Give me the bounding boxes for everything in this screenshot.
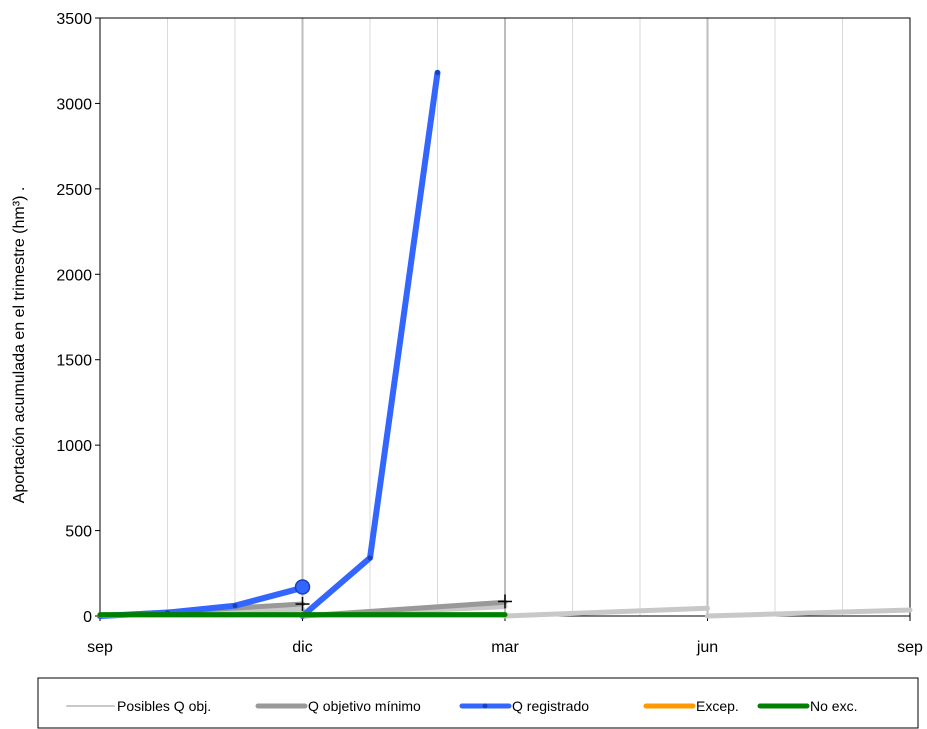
- legend-label: Q registrado: [512, 698, 589, 714]
- x-tick-label: mar: [491, 639, 519, 656]
- y-tick-label: 1000: [56, 438, 92, 455]
- legend-item: Posibles Q obj.: [66, 698, 211, 714]
- y-tick-label: 3000: [56, 96, 92, 113]
- legend-label: Excep.: [696, 698, 739, 714]
- x-axis-ticks: sep dic mar jun sep: [87, 616, 923, 656]
- cross-marker: [498, 594, 512, 609]
- legend-item: Excep.: [643, 698, 739, 714]
- data-point: [232, 603, 238, 609]
- legend-item: No exc.: [757, 698, 857, 714]
- y-tick-label: 0: [83, 609, 92, 626]
- legend-item: Q registrado: [459, 698, 589, 714]
- legend: Posibles Q obj. Q objetivo mínimo Q regist…: [37, 677, 919, 729]
- x-tick-label: sep: [87, 639, 113, 656]
- highlight-point: [294, 579, 311, 595]
- series-layer: [97, 69, 913, 619]
- data-point: [367, 555, 373, 561]
- data-point: [435, 70, 440, 76]
- marker-layer: [294, 579, 512, 612]
- series-q-registrado: [97, 69, 441, 619]
- x-tick-label: jun: [696, 639, 718, 656]
- x-tick-label: sep: [897, 639, 923, 656]
- legend-label: Q objetivo mínimo: [308, 698, 421, 714]
- y-tick-label: 2500: [56, 182, 92, 199]
- series-line: [705, 607, 913, 619]
- cross-marker: [295, 597, 310, 612]
- x-tick-label: dic: [292, 639, 312, 656]
- series-line: [502, 605, 710, 619]
- gridlines: [99, 17, 911, 617]
- legend-swatch-dot: [482, 703, 488, 709]
- y-axis-label: Aportación acumulada en el trimestre (hm…: [11, 187, 28, 504]
- y-tick-label: 3500: [56, 11, 92, 28]
- y-tick-label: 2000: [56, 267, 92, 284]
- y-tick-label: 1500: [56, 353, 92, 370]
- y-tick-label: 500: [65, 524, 92, 541]
- legend-item: Q objetivo mínimo: [255, 698, 421, 714]
- legend-box: [37, 677, 919, 729]
- y-axis-ticks: 0 500 1000 1500 2000 2500 3000 3500: [56, 11, 100, 626]
- legend-label: No exc.: [810, 698, 857, 714]
- legend-label: Posibles Q obj.: [117, 698, 211, 714]
